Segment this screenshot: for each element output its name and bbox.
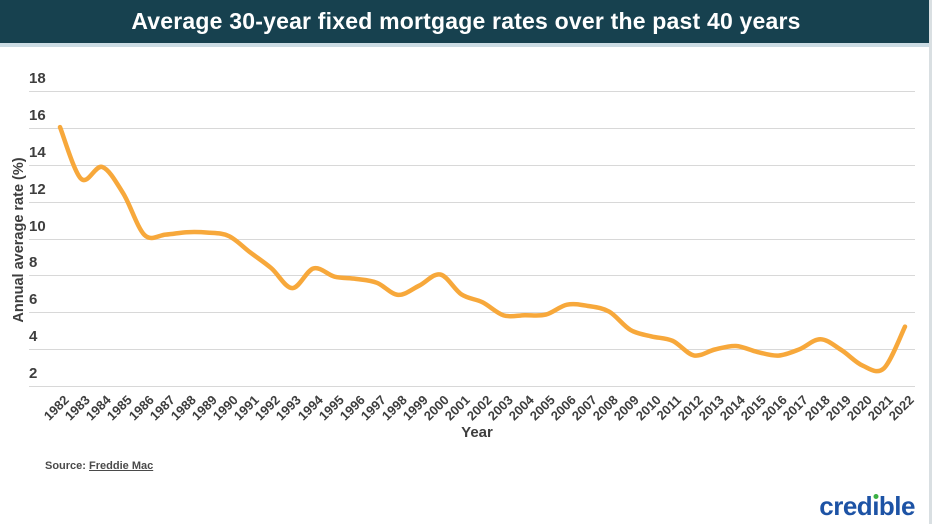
y-tick-label: 2 — [29, 365, 38, 382]
chart-title-bar: Average 30-year fixed mortgage rates ove… — [0, 0, 932, 47]
y-axis-title: Annual average rate (%) — [11, 157, 27, 323]
logo-green-dot-icon — [873, 494, 879, 499]
logo-letter-i: ı — [872, 491, 879, 521]
y-tick-label: 6 — [29, 291, 38, 309]
y-tick-label: 12 — [29, 180, 46, 198]
x-axis-title: Year — [461, 424, 493, 441]
y-tick-label: 4 — [29, 328, 38, 346]
logo-text: cred — [819, 491, 873, 521]
gridlines — [29, 91, 915, 387]
source-prefix: Source: — [45, 460, 86, 472]
y-tick-label: 16 — [29, 106, 46, 124]
screenshot-right-border — [929, 0, 932, 524]
credible-logo[interactable]: credı ble — [819, 493, 915, 519]
source-link[interactable]: Freddie Mac — [89, 460, 154, 472]
chart-title: Average 30-year fixed mortgage rates ove… — [131, 8, 801, 34]
source-note: Source: Freddie Mac — [45, 460, 153, 472]
y-tick-label: 18 — [29, 70, 46, 87]
logo-text: ble — [878, 491, 916, 521]
y-tick-label: 14 — [29, 143, 46, 161]
y-tick-label: 10 — [29, 217, 46, 235]
y-tick-label: 8 — [29, 254, 38, 272]
mortgage-rate-line — [57, 124, 908, 374]
